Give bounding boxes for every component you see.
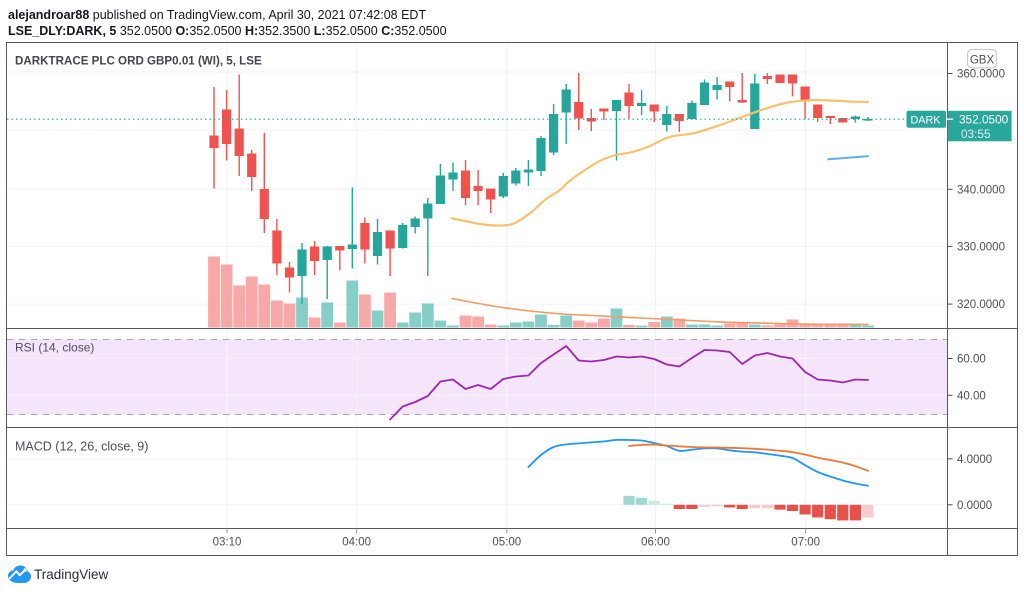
svg-text:40.00: 40.00 xyxy=(957,390,986,402)
svg-text:03:55: 03:55 xyxy=(961,127,991,141)
svg-text:0.0000: 0.0000 xyxy=(957,500,992,512)
svg-text:07:00: 07:00 xyxy=(791,537,820,549)
svg-text:330.0000: 330.0000 xyxy=(957,241,1005,253)
svg-text:360.0000: 360.0000 xyxy=(957,69,1005,81)
svg-text:GBX: GBX xyxy=(970,55,995,67)
svg-text:05:00: 05:00 xyxy=(492,537,521,549)
svg-text:04:00: 04:00 xyxy=(342,537,371,549)
svg-text:alejandroar88 published on Tra: alejandroar88 published on TradingView.c… xyxy=(8,8,426,22)
svg-text:352.0500: 352.0500 xyxy=(959,113,1009,127)
svg-text:DARK: DARK xyxy=(911,114,942,126)
svg-text:RSI (14, close): RSI (14, close) xyxy=(15,341,94,355)
svg-text:DARKTRACE PLC ORD GBP0.01 (WI): DARKTRACE PLC ORD GBP0.01 (WI), 5, LSE xyxy=(15,55,262,68)
svg-text:03:10: 03:10 xyxy=(213,537,242,549)
svg-text:60.00: 60.00 xyxy=(957,354,986,366)
svg-text:LSE_DLY:DARK, 5 352.0500 O:352: LSE_DLY:DARK, 5 352.0500 O:352.0500 H:35… xyxy=(8,24,447,38)
svg-text:MACD (12, 26, close, 9): MACD (12, 26, close, 9) xyxy=(15,440,148,454)
svg-text:340.0000: 340.0000 xyxy=(957,184,1005,196)
svg-text:06:00: 06:00 xyxy=(641,537,670,549)
svg-text:TradingView: TradingView xyxy=(34,567,109,582)
svg-text:4.0000: 4.0000 xyxy=(957,454,992,466)
svg-text:320.0000: 320.0000 xyxy=(957,299,1005,311)
